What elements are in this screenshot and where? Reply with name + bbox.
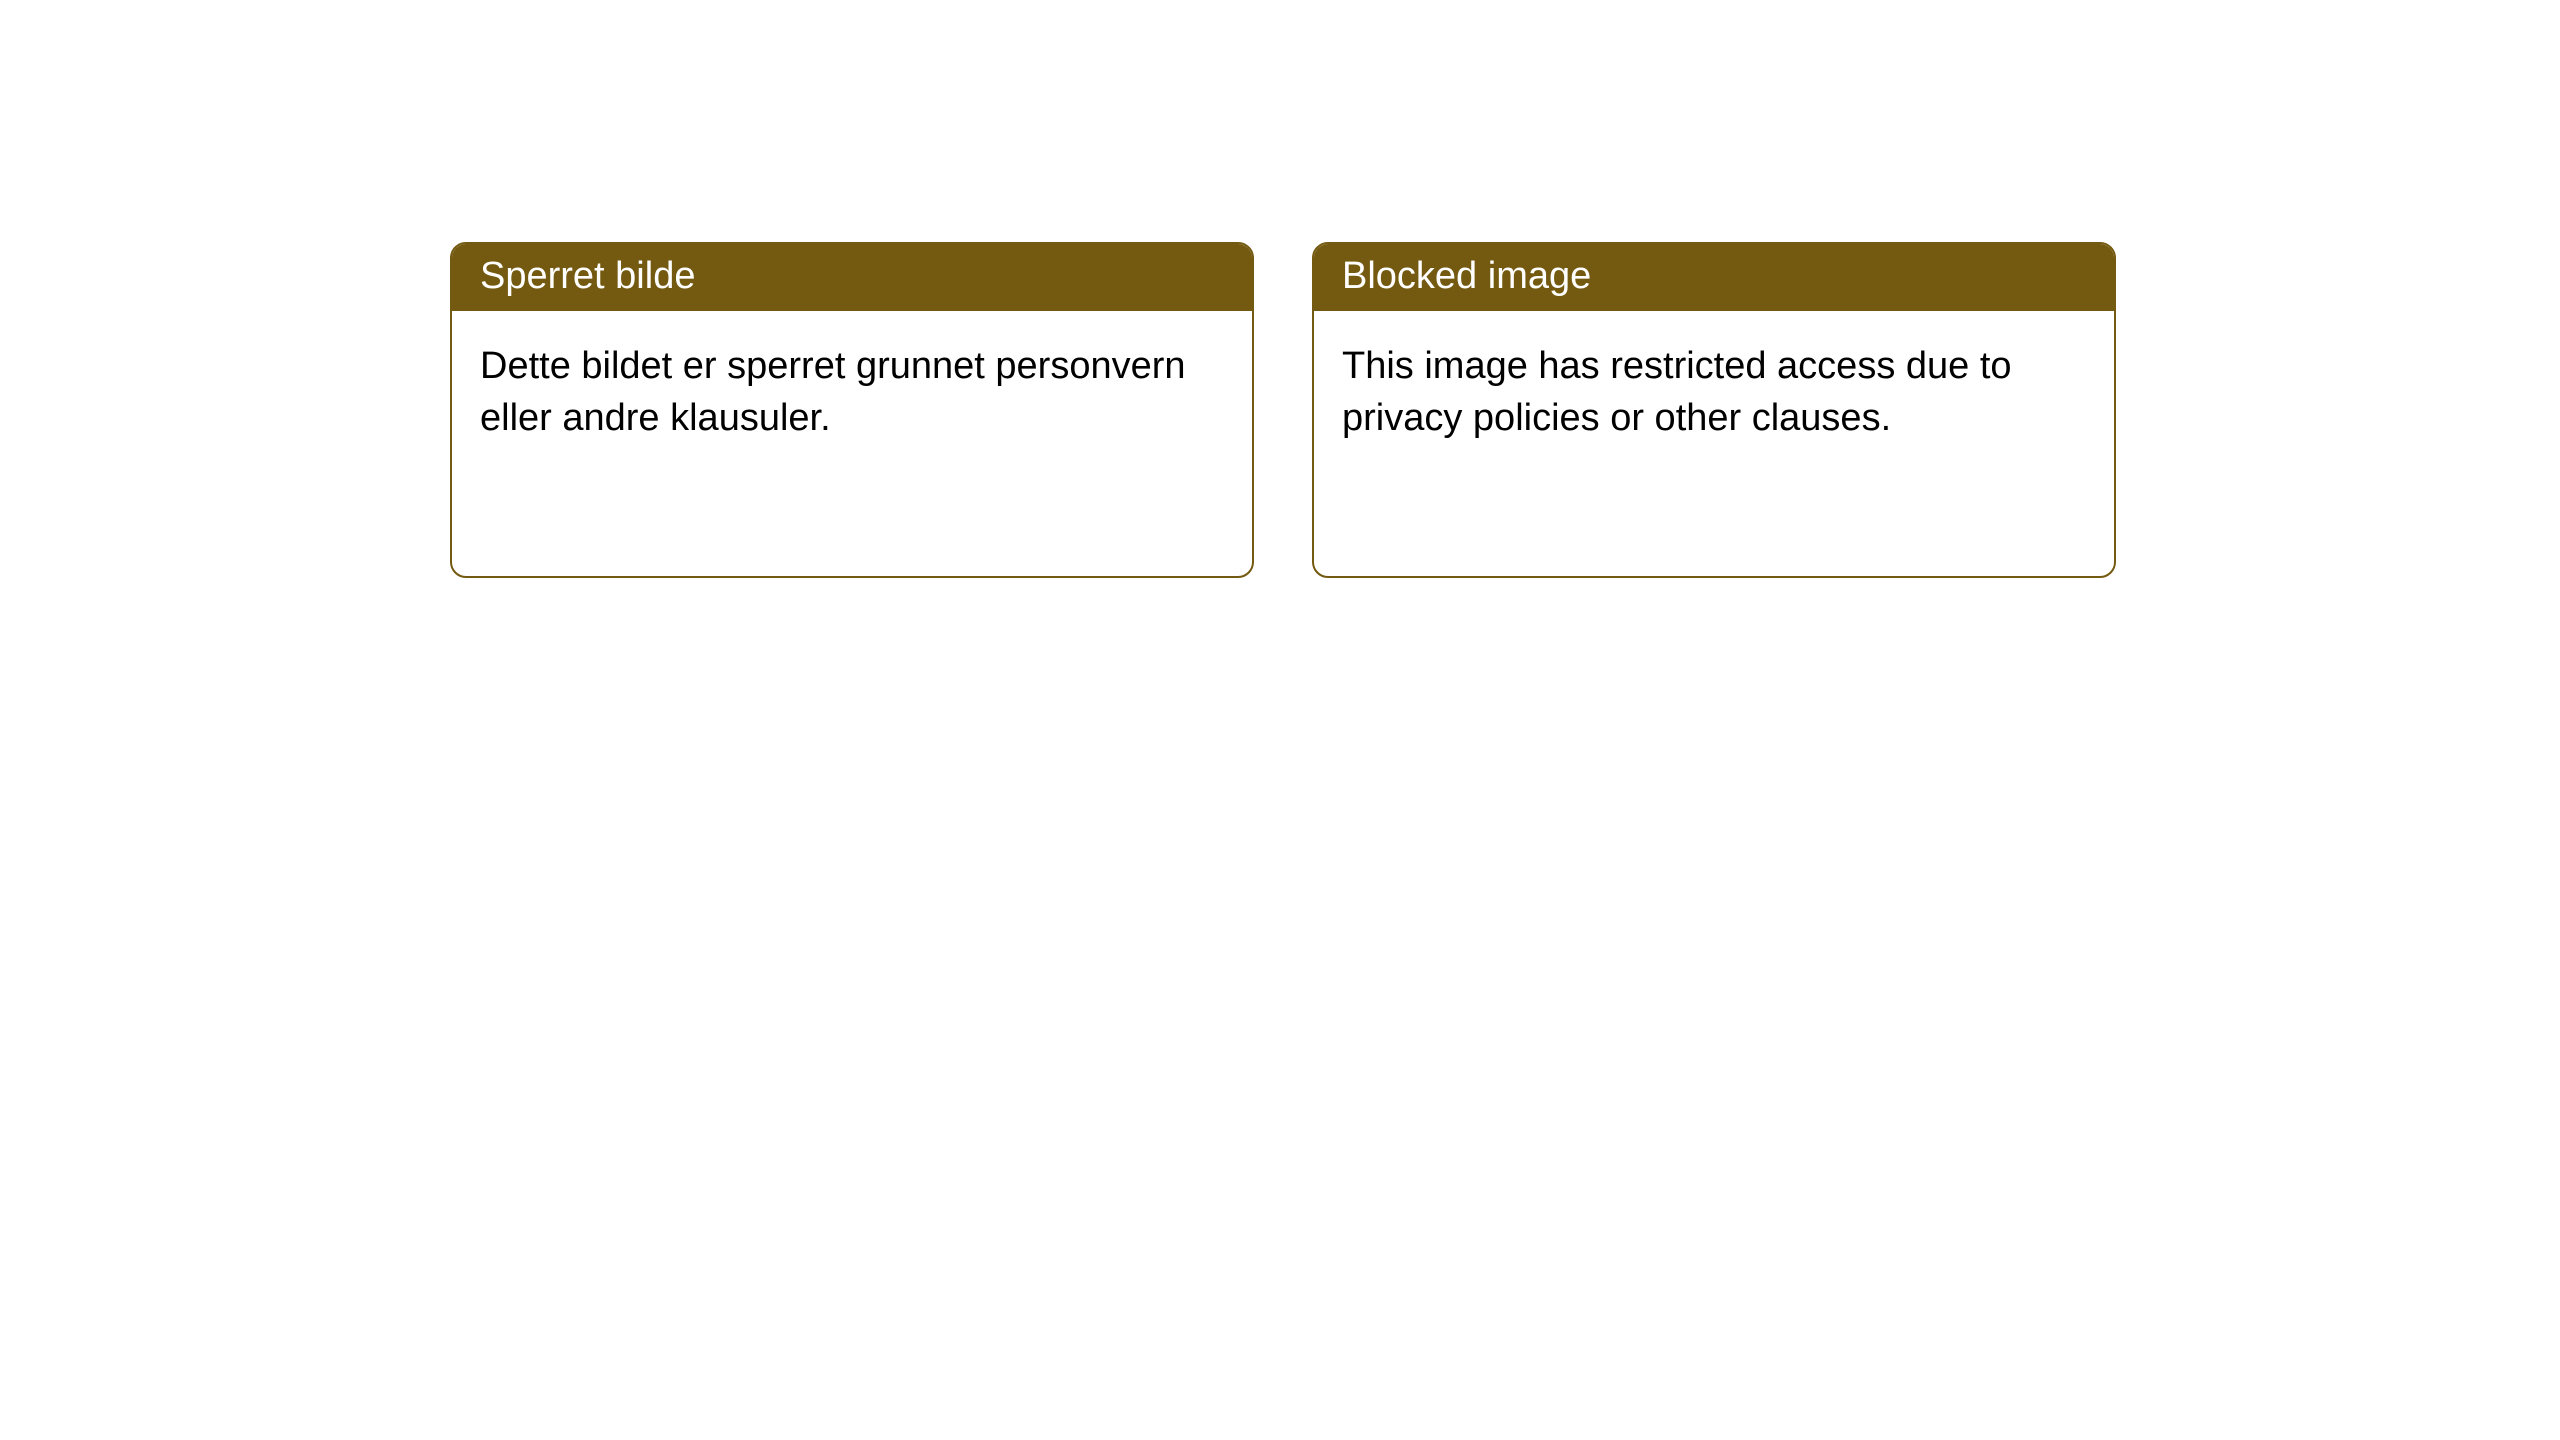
cards-container: Sperret bilde Dette bildet er sperret gr… <box>0 0 2560 578</box>
card-title-english: Blocked image <box>1342 255 1591 297</box>
card-header-norwegian: Sperret bilde <box>452 244 1252 311</box>
card-body-norwegian: Dette bildet er sperret grunnet personve… <box>452 311 1252 464</box>
card-title-norwegian: Sperret bilde <box>480 255 695 297</box>
card-text-english: This image has restricted access due to … <box>1342 345 2012 438</box>
card-norwegian: Sperret bilde Dette bildet er sperret gr… <box>450 242 1254 578</box>
card-text-norwegian: Dette bildet er sperret grunnet personve… <box>480 345 1186 438</box>
card-body-english: This image has restricted access due to … <box>1314 311 2114 464</box>
card-header-english: Blocked image <box>1314 244 2114 311</box>
card-english: Blocked image This image has restricted … <box>1312 242 2116 578</box>
